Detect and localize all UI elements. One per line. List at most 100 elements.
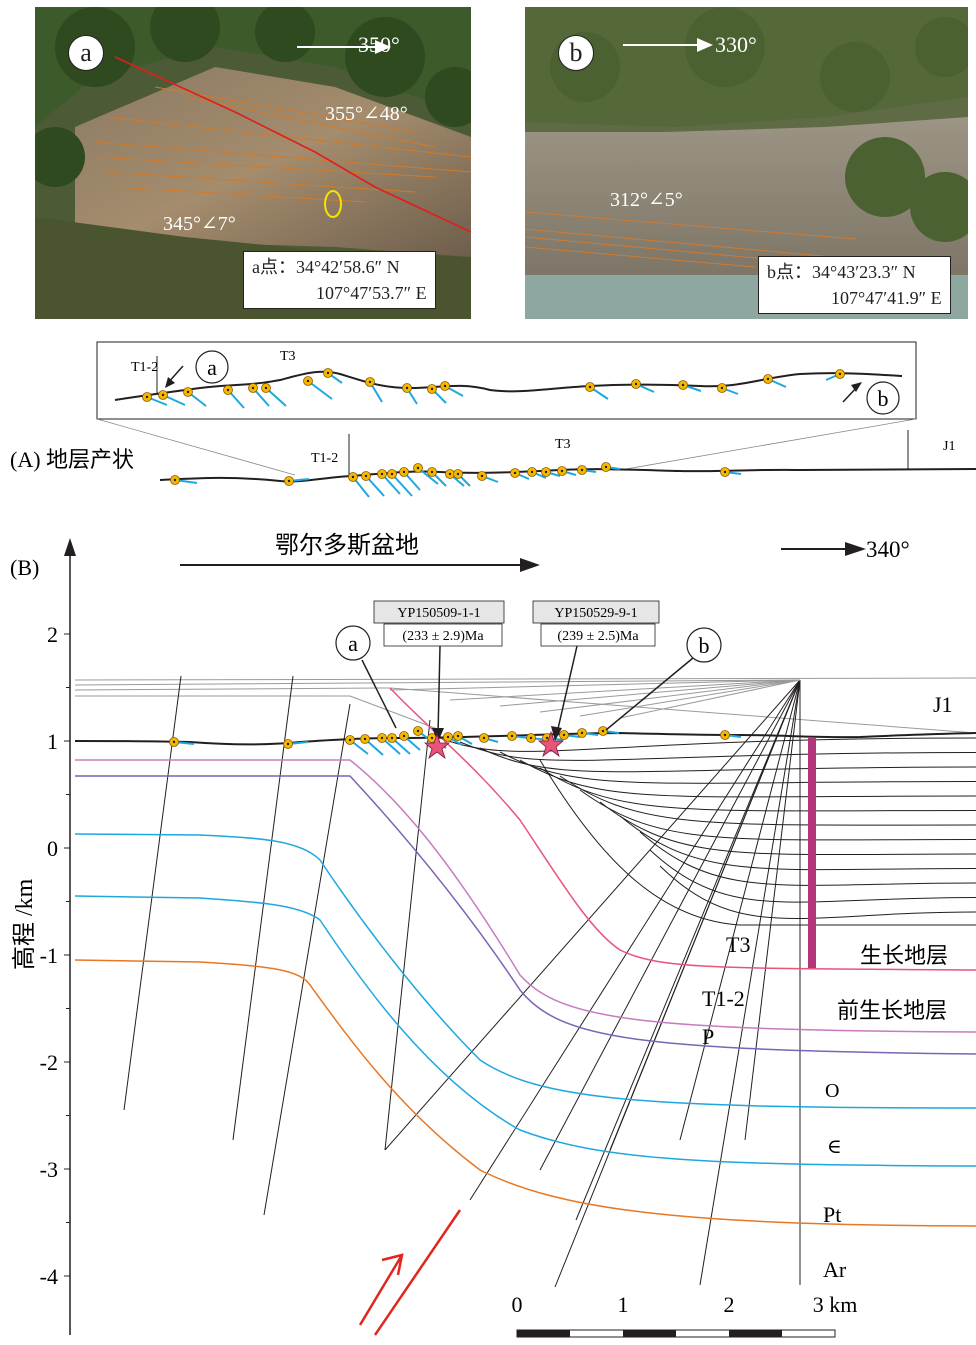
left-fault-1 [232,675,294,1141]
inset-dip-9-center [405,386,409,390]
inset-label-t3: T3 [280,349,296,364]
pregrowth-strata-label: 前生长地层 [837,999,947,1024]
horizon-t12 [75,759,976,1033]
fan-line-2 [575,679,801,1221]
horizon-p [75,775,976,1055]
scale-bar [516,1329,836,1338]
sample2-id: YP150529-9-1 [554,606,637,621]
unit-t12: T1-2 [702,986,745,1011]
y-tick-label-2: 0 [47,836,58,861]
growth-strata-lines [439,737,976,926]
unit-cambrian: ∈ [827,1136,842,1158]
growth-strata-bar [808,738,816,968]
profile-dip-1-center [287,479,291,483]
inset-dip-5-center [264,386,268,390]
growth-line-1 [459,741,976,761]
inset-dip-6-center [306,379,310,383]
inset-dip-12-center [588,385,592,389]
growth-line-10 [639,831,976,886]
profile-dip-12-center [513,471,517,475]
fan-upper-5 [619,679,801,719]
y-axis-label: 高程 /km [11,878,38,970]
inset-circle-b [866,381,900,415]
section-dip-14-center [545,736,549,740]
profile-dip-9-center [448,472,452,476]
sample1-age: (233 ± 2.9)Ma [402,629,484,644]
scale-ticks: 0 1 2 3 km [512,1292,858,1317]
section-dip-5-center [390,736,394,740]
photo-a-latitude: a点：34°42′58.6″ N [252,257,400,277]
callout-b-circle [686,627,722,663]
photo-a-coordinates: a点：34°42′58.6″ N 107°47′53.7″ E [243,251,436,309]
inset-connector-right [619,418,917,471]
fault-fan [123,675,801,1288]
sample1-id: YP150509-1-1 [397,606,480,621]
profile-dip-14-center [544,470,548,474]
unit-pt: Pt [823,1202,841,1227]
inset-dip-4-center [251,386,255,390]
callout-b-text: b [699,633,710,658]
section-dip-1-center [286,742,290,746]
left-fault-2 [263,703,351,1216]
fan-line-1 [699,679,801,1286]
inset-arrow-a-head [165,377,175,388]
growth-line-11 [649,849,976,903]
fan-upper-4 [579,679,801,717]
inset-dip-13-center [634,382,638,386]
sample1-age-box [383,623,503,647]
section-dip-4-center [380,736,384,740]
panel-b-title: (B) [10,555,39,580]
section-dip-0-center [172,740,176,744]
inset-dip-symbols [142,368,845,409]
section-dip-8-center [430,736,434,740]
growth-line-8 [599,801,976,856]
section-dip-18-center [723,733,727,737]
callout-a-text: a [348,631,358,656]
profile-dip-13-center [530,470,534,474]
profile-dip-6-center [402,470,406,474]
inset-dip-14-center [681,383,685,387]
inset-dip-15-center [720,386,724,390]
photo-b-coordinates: b点：34°43′23.3″ N 107°47′41.9″ E [758,256,951,314]
y-tick-label-3: -1 [40,943,58,968]
panel-a-title: (A) 地层产状 [10,447,134,472]
growth-line-0 [439,737,976,752]
profile-dip-3-center [364,474,368,478]
profile-dip-11-center [480,474,484,478]
profile-dip-symbols [170,462,742,498]
fan-line-7 [679,679,801,1141]
unit-p: P [702,1024,714,1049]
section-dip-13-center [529,736,533,740]
section-dip-17-center [601,729,605,733]
section-dip-7-center [416,729,420,733]
scale-label-0: 0 [512,1292,523,1317]
photo-a-attitude-upper: 355°∠48° [325,103,408,125]
unit-ar: Ar [823,1257,847,1282]
photo-b-latitude: b点：34°43′23.3″ N [767,262,916,282]
inset-circle-a [195,350,229,384]
inset-arrow-b-head [851,382,862,392]
fault-slip-arrowhead [381,1253,404,1276]
inset-dip-11-center [443,384,447,388]
section-dip-10-center [456,734,460,738]
top-trajectories [74,677,976,734]
horizon-pt [74,959,976,1227]
photo-a-attitude-lower: 345°∠7° [163,213,236,235]
basin-label: 鄂尔多斯盆地 [275,531,419,559]
photo-b-direction: 330° [715,32,757,57]
inset-connector-left [96,418,296,476]
sample1-id-box [373,600,505,624]
fault-slip-arrow-hangingwall [358,1254,404,1326]
inset-dip-7-center [326,371,330,375]
scale-label-1: 1 [618,1292,629,1317]
horizon-t3 [389,687,976,971]
profile-dip-0-center [173,478,177,482]
fan-line-6 [609,679,801,1151]
profile-dip-16-center [580,468,584,472]
growth-line-12 [659,865,976,919]
y-axis-arrow [64,538,76,556]
surface-profile [74,731,976,746]
profile-dip-4-center [380,472,384,476]
growth-line-base [539,759,976,926]
